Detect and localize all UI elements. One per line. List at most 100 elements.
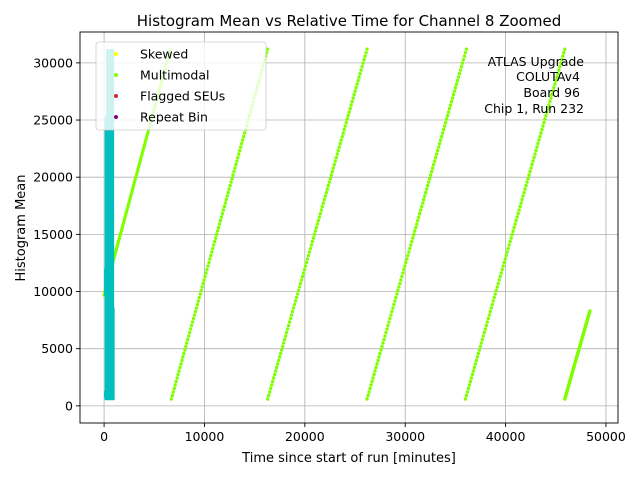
data-point	[480, 337, 485, 342]
annotation-block: ATLAS Upgrade COLUTAv4 Board 96 Chip 1, …	[484, 54, 584, 116]
data-point	[184, 344, 188, 349]
data-point	[326, 183, 331, 188]
data-point	[540, 127, 544, 132]
data-point	[329, 173, 333, 177]
data-point	[193, 309, 198, 314]
data-point	[344, 120, 348, 125]
data-point	[302, 267, 307, 272]
data-point	[535, 145, 539, 149]
data-point	[188, 327, 193, 331]
data-point	[541, 124, 545, 128]
data-point	[379, 348, 383, 352]
data-point	[273, 369, 278, 373]
data-point	[399, 278, 403, 282]
data-point	[216, 225, 221, 230]
data-point	[517, 208, 521, 212]
data-point	[451, 92, 456, 97]
data-point	[173, 383, 177, 387]
data-point	[191, 316, 196, 321]
data-point	[225, 194, 229, 198]
data-point	[349, 103, 353, 107]
data-point	[393, 299, 397, 303]
x-tick-label: 10000	[185, 429, 225, 444]
data-point	[463, 397, 468, 401]
data-point	[360, 64, 364, 69]
data-point	[406, 253, 410, 258]
data-point	[438, 138, 443, 142]
data-point	[306, 253, 311, 258]
data-point	[408, 246, 412, 251]
data-point	[466, 386, 471, 391]
data-point	[220, 211, 225, 216]
data-point	[492, 295, 496, 300]
data-point	[383, 334, 387, 338]
data-point	[391, 306, 395, 310]
data-point	[473, 362, 478, 366]
data-point	[467, 383, 472, 387]
data-point	[286, 323, 291, 328]
data-point	[375, 362, 379, 366]
data-point	[371, 376, 375, 380]
data-point	[283, 334, 288, 338]
data-point	[381, 341, 385, 345]
data-point	[557, 68, 561, 72]
data-point	[222, 204, 227, 209]
data-point	[361, 61, 365, 65]
data-point	[464, 47, 469, 51]
data-point	[353, 89, 357, 93]
data-point	[172, 386, 176, 391]
data-point	[301, 271, 306, 275]
data-point	[285, 327, 290, 331]
legend-label: Repeat Bin	[140, 110, 208, 125]
data-point	[181, 355, 185, 359]
data-point	[418, 211, 422, 216]
data-point	[536, 141, 540, 146]
data-point	[367, 390, 371, 394]
data-point	[386, 323, 390, 328]
data-point	[324, 190, 329, 195]
data-point	[464, 393, 469, 398]
data-point	[356, 78, 360, 83]
data-point	[218, 218, 223, 223]
data-point	[370, 379, 374, 384]
data-point	[471, 369, 476, 373]
data-point	[507, 243, 511, 247]
data-point	[377, 355, 381, 359]
data-point	[224, 197, 228, 202]
data-point	[484, 323, 489, 328]
data-point	[481, 334, 486, 338]
data-point	[305, 257, 310, 261]
data-point	[523, 187, 527, 191]
data-point	[208, 257, 212, 261]
data-point	[319, 208, 324, 212]
data-point	[317, 215, 322, 219]
data-point	[366, 393, 370, 398]
data-point	[514, 218, 518, 223]
data-point	[530, 162, 534, 167]
data-point	[404, 260, 408, 265]
data-point	[307, 250, 312, 254]
data-point	[444, 117, 449, 121]
data-point	[465, 390, 470, 394]
data-point	[552, 85, 556, 90]
data-point	[348, 106, 352, 111]
data-point	[320, 204, 325, 209]
data-point	[213, 236, 218, 240]
annotation-line-1: ATLAS Upgrade	[488, 54, 585, 69]
data-point	[197, 295, 201, 300]
data-point	[478, 344, 483, 349]
data-point	[182, 351, 186, 356]
data-point	[537, 138, 541, 142]
data-point	[200, 285, 204, 289]
data-point	[303, 264, 308, 268]
data-point	[321, 201, 326, 205]
data-point	[281, 341, 286, 345]
legend-box	[95, 41, 267, 131]
data-point	[544, 113, 548, 118]
data-point	[505, 250, 509, 254]
data-point	[427, 176, 432, 181]
data-point	[189, 323, 194, 328]
data-point	[562, 50, 566, 55]
data-point	[206, 264, 210, 268]
